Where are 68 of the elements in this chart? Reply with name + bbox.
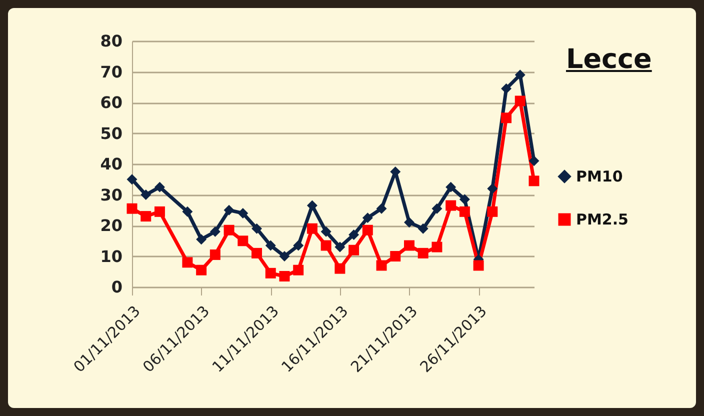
point: [404, 240, 414, 251]
legend-label: PM10: [576, 168, 623, 186]
point: [238, 208, 248, 218]
y-tick-label: 30: [100, 185, 122, 204]
point: [196, 264, 207, 276]
point: [224, 204, 234, 216]
point: [154, 206, 165, 217]
point: [154, 182, 165, 192]
point: [473, 260, 484, 271]
point: [293, 264, 304, 276]
point: [334, 263, 346, 274]
point: [432, 203, 442, 214]
point: [501, 112, 512, 124]
point: [306, 223, 318, 234]
point: [252, 248, 262, 258]
point: [487, 206, 498, 217]
point: [252, 223, 262, 234]
point: [293, 240, 304, 251]
point: [182, 206, 193, 217]
y-tick-label: 0: [111, 278, 122, 296]
y-tick-label: 10: [100, 246, 122, 266]
point: [418, 223, 428, 234]
point: [487, 183, 498, 194]
point: [306, 200, 318, 211]
y-tick-label: 80: [100, 32, 122, 50]
point: [514, 96, 526, 106]
point: [501, 83, 512, 94]
point: [446, 182, 456, 192]
y-tick-label: 70: [100, 62, 122, 82]
point: [279, 270, 290, 282]
point: [348, 244, 360, 256]
point: [418, 248, 428, 258]
point: [320, 226, 332, 237]
point: [320, 240, 332, 251]
point: [140, 211, 152, 222]
point: [404, 217, 414, 228]
point: [528, 176, 540, 186]
point: [376, 203, 387, 214]
point: [446, 200, 456, 211]
text: Lecce: [566, 44, 652, 75]
point: [238, 236, 248, 246]
point: [459, 194, 470, 205]
point: [224, 224, 234, 236]
point: [390, 251, 401, 262]
y-tick-label: 50: [100, 124, 122, 143]
point: [126, 203, 138, 214]
point: [182, 257, 193, 268]
point: [528, 156, 540, 166]
point: [140, 190, 152, 200]
point: [362, 212, 373, 224]
point: [514, 70, 526, 80]
point: [376, 260, 387, 271]
y-tick-label: 40: [100, 154, 122, 174]
point: [334, 242, 346, 252]
y-tick-label: 60: [100, 93, 122, 112]
point: [279, 251, 290, 262]
point: [126, 174, 138, 185]
point: [432, 242, 442, 252]
point: [210, 226, 220, 237]
point: [265, 240, 276, 251]
legend-label: PM2.5: [576, 210, 628, 228]
point: [362, 224, 373, 236]
y-tick-label: 20: [100, 216, 122, 235]
point: [196, 234, 207, 245]
point: [459, 206, 470, 217]
point: [348, 229, 360, 240]
point: [210, 249, 220, 260]
point: [265, 268, 276, 278]
